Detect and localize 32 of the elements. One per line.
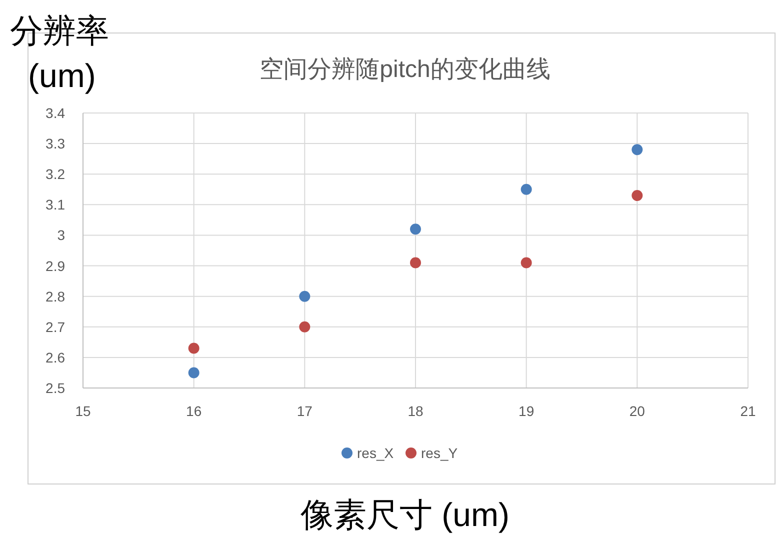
legend-label: res_Y	[421, 445, 458, 461]
chart-title: 空间分辨随pitch的变化曲线	[260, 56, 550, 83]
point	[188, 342, 200, 354]
y-tick-label: 2.7	[46, 318, 66, 335]
x-tick-label: 15	[75, 403, 91, 419]
x-tick-label: 19	[518, 403, 534, 419]
y-axis-title: 分辨率 (um)	[10, 12, 109, 94]
point	[188, 367, 200, 378]
y-tick-label: 3	[57, 227, 66, 244]
point	[520, 184, 532, 195]
y-tick-label: 2.6	[46, 349, 66, 366]
x-tick-label: 20	[629, 403, 646, 419]
x-axis-title: 像素尺寸 (um)	[300, 496, 510, 533]
point	[299, 321, 310, 332]
x-tick-label: 16	[186, 403, 202, 419]
x-tick-label: 17	[296, 403, 313, 419]
y-tick-label: 3.1	[46, 196, 66, 213]
y-tick-label: 3.2	[46, 166, 66, 182]
y-tick-label: 2.5	[46, 380, 66, 396]
point	[520, 257, 532, 268]
y-tick-label: 3.4	[46, 105, 66, 121]
y-tick-label: 3.3	[46, 136, 66, 152]
x-tick-label: 21	[740, 403, 756, 419]
x-tick-label: 18	[408, 403, 424, 419]
point	[632, 144, 643, 156]
point	[299, 290, 310, 302]
point	[410, 224, 421, 235]
legend-label: res_X	[357, 445, 394, 461]
y-tick-label: 2.8	[46, 288, 66, 304]
point	[632, 190, 643, 201]
point	[410, 257, 421, 268]
y-tick-label: 2.9	[46, 258, 66, 274]
